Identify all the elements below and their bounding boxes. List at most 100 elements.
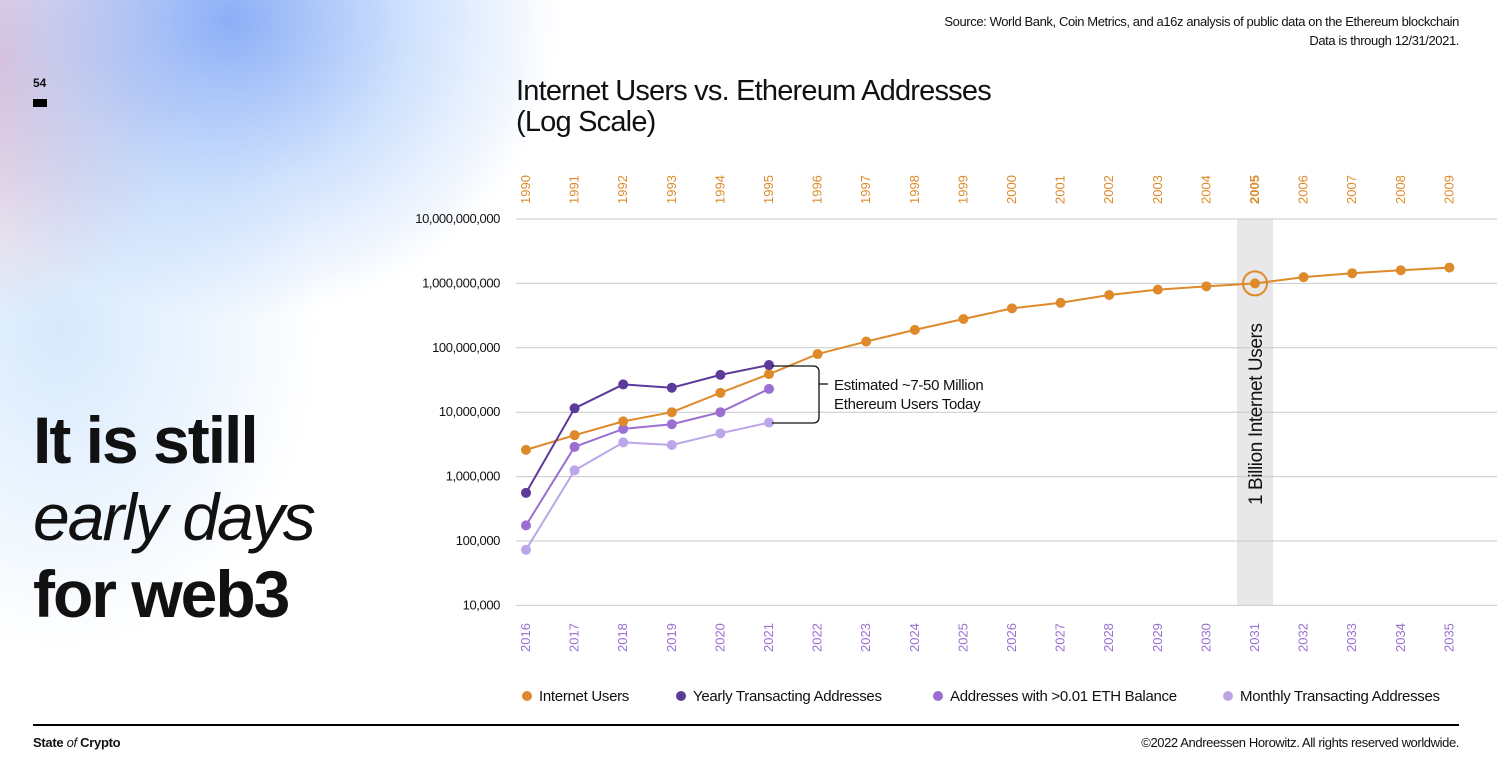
x-bottom-label: 2032 (1296, 623, 1311, 652)
headline-line-1: It is still (33, 403, 259, 477)
data-point (1201, 281, 1212, 292)
data-point (715, 428, 726, 439)
series-line (525, 421, 770, 551)
bracket-label-line-1: Estimated ~7-50 Million (834, 377, 983, 394)
x-top-label: 2007 (1344, 175, 1359, 204)
data-point (1395, 265, 1406, 276)
x-bottom-label: 2027 (1053, 623, 1068, 652)
legend-marker (676, 691, 686, 701)
data-point (618, 379, 629, 390)
brand-of: of (66, 735, 78, 750)
x-bottom-label: 2017 (567, 623, 582, 652)
data-point (1444, 262, 1455, 273)
chart-title: Internet Users vs. Ethereum Addresses (L… (516, 75, 992, 138)
x-bottom-label: 2026 (1004, 623, 1019, 652)
x-top-label: 2005 (1247, 175, 1262, 204)
x-bottom-label: 2018 (615, 623, 630, 652)
data-point (666, 407, 677, 418)
x-bottom-label: 2028 (1101, 623, 1116, 652)
page-marker (33, 99, 47, 107)
x-top-label: 1998 (907, 175, 922, 204)
brand-logo: State of Crypto (33, 735, 121, 750)
data-point (715, 387, 726, 398)
x-bottom-label: 2025 (955, 623, 970, 652)
copyright: ©2022 Andreessen Horowitz. All rights re… (1141, 735, 1459, 750)
bracket (772, 365, 820, 424)
x-bottom-label: 2035 (1441, 623, 1456, 652)
legend-marker (1223, 691, 1233, 701)
data-point (666, 382, 677, 393)
data-point (909, 324, 920, 335)
y-tick-label: 1,000,000,000 (422, 275, 500, 290)
x-bottom-label: 2031 (1247, 623, 1262, 652)
x-bottom-label: 2022 (810, 623, 825, 652)
data-point (1347, 268, 1358, 279)
legend-label: Addresses with >0.01 ETH Balance (950, 688, 1177, 705)
x-top-label: 2009 (1441, 175, 1456, 204)
x-top-label: 2008 (1393, 175, 1408, 204)
brand-state: State (33, 735, 67, 750)
data-point (764, 417, 774, 428)
x-bottom-label: 2019 (664, 623, 679, 652)
data-point (666, 439, 677, 450)
y-tick-label: 10,000 (463, 597, 501, 612)
y-tick-label: 100,000,000 (432, 340, 500, 355)
chart-title-line-2: (Log Scale) (516, 106, 656, 138)
x-top-label: 2003 (1150, 175, 1165, 204)
legend-label: Yearly Transacting Addresses (693, 688, 882, 705)
chart-title-line-1: Internet Users vs. Ethereum Addresses (516, 75, 992, 107)
footer-rule (33, 724, 1459, 726)
x-bottom-label: 2033 (1344, 623, 1359, 652)
bracket-label-line-2: Ethereum Users Today (834, 396, 981, 413)
x-bottom-label: 2029 (1150, 623, 1165, 652)
x-top-label: 2002 (1101, 175, 1116, 204)
data-point (521, 444, 531, 455)
y-tick-label: 10,000,000,000 (415, 211, 500, 226)
x-top-label: 1993 (664, 175, 679, 204)
data-point (618, 416, 629, 427)
headline-line-3: for web3 (33, 557, 290, 631)
x-top-label: 1995 (761, 175, 776, 204)
data-point (1250, 278, 1260, 289)
data-point (715, 407, 726, 418)
x-top-label: 1990 (518, 175, 533, 204)
y-tick-label: 100,000 (456, 533, 500, 548)
x-top-label: 2000 (1004, 175, 1019, 204)
data-point (666, 419, 677, 430)
data-point (715, 369, 726, 380)
x-top-label: 1991 (567, 175, 582, 204)
series-line (525, 266, 1450, 451)
legend-marker (933, 691, 943, 701)
data-point (1298, 272, 1309, 283)
legend-marker (522, 691, 532, 701)
data-point (764, 360, 774, 371)
x-bottom-label: 2024 (907, 623, 922, 652)
x-top-label: 2001 (1053, 175, 1068, 204)
x-bottom-label: 2023 (858, 623, 873, 652)
series-line (525, 388, 770, 526)
legend-label: Internet Users (539, 688, 629, 705)
x-top-label: 2006 (1296, 175, 1311, 204)
data-point (1104, 290, 1115, 301)
highlight-ring (1242, 270, 1268, 297)
x-top-label: 1994 (712, 175, 727, 204)
data-point (569, 403, 580, 414)
data-point (764, 369, 774, 380)
data-point (618, 423, 629, 434)
data-point (861, 336, 872, 347)
x-bottom-label: 2030 (1198, 623, 1213, 652)
data-point (569, 465, 580, 476)
brand-crypto: Crypto (76, 735, 121, 750)
data-point (521, 544, 531, 555)
highlight-label: 1 Billion Internet Users (1246, 323, 1267, 505)
x-bottom-label: 2020 (712, 623, 727, 652)
legend-label: Monthly Transacting Addresses (1240, 688, 1440, 705)
y-tick-label: 1,000,000 (446, 469, 500, 484)
data-point (764, 383, 774, 394)
data-point (812, 349, 823, 360)
data-point (569, 430, 580, 441)
data-point (521, 520, 531, 531)
headline: It is still early days for web3 (33, 402, 316, 633)
x-bottom-label: 2021 (761, 623, 776, 652)
